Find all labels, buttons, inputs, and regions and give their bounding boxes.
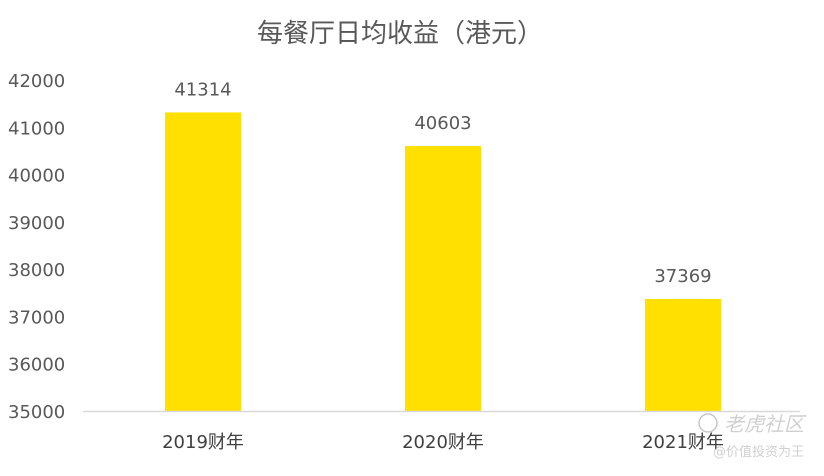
data-label: 41314 — [174, 79, 231, 100]
bars: 41314 40603 37369 — [165, 79, 721, 412]
chart-title: 每餐厅日均收益（港元） — [257, 19, 543, 49]
bar — [645, 298, 721, 411]
tiger-logo-icon — [698, 413, 718, 433]
x-tick-label: 2019财年 — [162, 432, 244, 453]
x-axis: 2019财年 2020财年 2021财年 — [162, 432, 724, 453]
x-tick-label: 2021财年 — [642, 432, 724, 453]
data-label: 40603 — [414, 113, 471, 134]
y-tick-label: 42000 — [8, 71, 65, 92]
y-tick-label: 38000 — [8, 260, 65, 281]
data-label: 37369 — [654, 266, 711, 287]
y-axis: 35000 36000 37000 38000 39000 40000 41000 42000 — [8, 71, 65, 423]
bar — [165, 112, 241, 412]
y-tick-label: 41000 — [8, 118, 65, 139]
bar — [405, 146, 481, 411]
y-tick-label: 39000 — [8, 213, 65, 234]
y-tick-label: 40000 — [8, 166, 65, 187]
y-tick-label: 37000 — [8, 307, 65, 328]
watermark-handle: @价值投资为王 — [713, 444, 804, 460]
x-tick-label: 2020财年 — [402, 432, 484, 453]
watermark: 老虎社区 @价值投资为王 — [698, 412, 807, 460]
y-tick-label: 36000 — [8, 355, 65, 376]
watermark-brand: 老虎社区 — [724, 412, 807, 436]
y-tick-label: 35000 — [8, 402, 65, 423]
